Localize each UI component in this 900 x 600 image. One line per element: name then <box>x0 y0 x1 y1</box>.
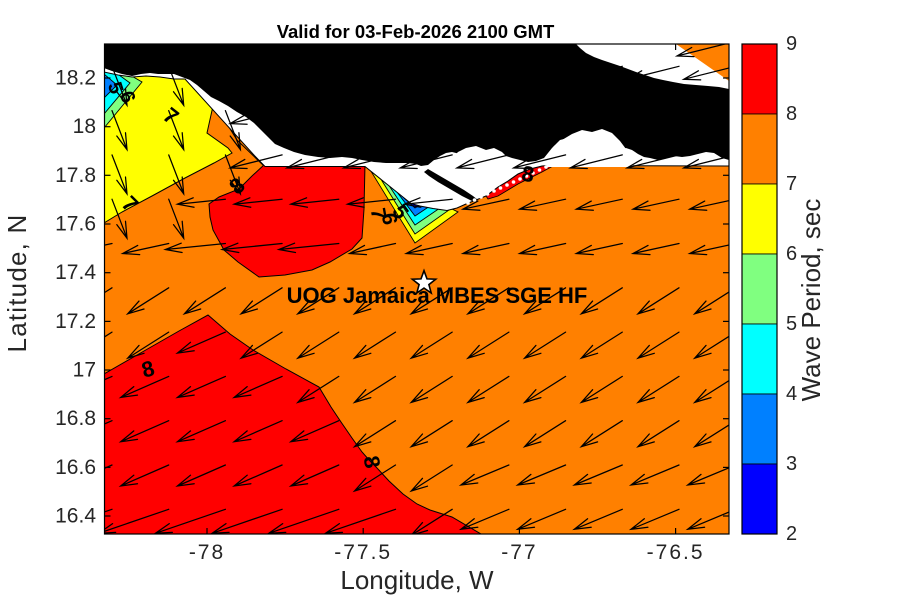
svg-text:Longitude, W: Longitude, W <box>340 565 494 595</box>
svg-text:8: 8 <box>786 103 797 125</box>
svg-text:4: 4 <box>786 383 797 405</box>
svg-text:5: 5 <box>786 313 797 335</box>
svg-text:18.2: 18.2 <box>55 67 96 90</box>
svg-text:9: 9 <box>786 33 797 55</box>
svg-text:8: 8 <box>520 161 536 187</box>
svg-text:17.6: 17.6 <box>55 213 96 236</box>
svg-text:-78: -78 <box>189 541 225 564</box>
svg-text:16.8: 16.8 <box>55 407 96 430</box>
svg-text:8: 8 <box>359 454 386 470</box>
svg-text:-76.5: -76.5 <box>647 541 705 564</box>
svg-text:Wave Period, sec: Wave Period, sec <box>796 199 826 402</box>
svg-text:6: 6 <box>377 211 402 227</box>
svg-text:2: 2 <box>786 523 797 545</box>
svg-text:3: 3 <box>786 453 797 475</box>
svg-text:17.2: 17.2 <box>55 310 96 333</box>
svg-text:6: 6 <box>786 243 797 265</box>
svg-text:17: 17 <box>73 359 96 382</box>
svg-text:Valid for 03-Feb-2026 2100 GMT: Valid for 03-Feb-2026 2100 GMT <box>277 21 555 42</box>
svg-text:-77.5: -77.5 <box>334 541 392 564</box>
svg-text:UOG Jamaica MBES SGE HF: UOG Jamaica MBES SGE HF <box>287 283 588 308</box>
svg-text:17.8: 17.8 <box>55 164 96 187</box>
svg-text:16.4: 16.4 <box>55 505 96 528</box>
svg-text:Latitude, N: Latitude, N <box>2 214 32 353</box>
svg-text:16.6: 16.6 <box>55 456 96 479</box>
svg-text:17.4: 17.4 <box>55 261 96 284</box>
svg-text:-77: -77 <box>501 541 537 564</box>
svg-text:7: 7 <box>366 206 391 222</box>
svg-text:7: 7 <box>786 173 797 195</box>
svg-text:18: 18 <box>73 115 96 138</box>
